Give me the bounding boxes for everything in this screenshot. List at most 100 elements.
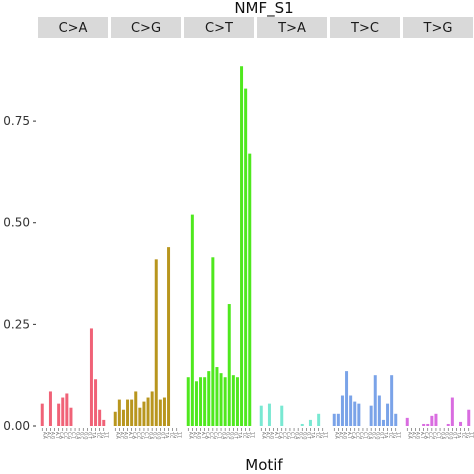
bar	[223, 377, 227, 426]
x-tick-label: A.C	[266, 432, 271, 439]
x-tick-label: C.T	[71, 432, 76, 439]
x-tick-label: G.C	[444, 432, 449, 439]
x-tick-label: A.A	[261, 432, 266, 439]
x-tick-label: C.G	[286, 432, 291, 439]
bar	[336, 413, 340, 426]
bar	[134, 391, 138, 426]
facet-strip-label: T>A	[277, 21, 306, 36]
x-tick-label: A.C	[120, 432, 125, 439]
x-tick-label: C.T	[290, 432, 295, 439]
x-tick-label: A.T	[55, 432, 60, 439]
bar	[381, 419, 385, 426]
x-tick-label: A.A	[115, 432, 120, 439]
x-tick-label: G.G	[448, 432, 453, 439]
bar	[146, 397, 150, 426]
bar	[450, 397, 454, 426]
x-tick-label: T.C	[388, 431, 393, 438]
bar	[231, 375, 235, 426]
y-tick-label: 0.00	[3, 419, 30, 433]
bar	[390, 375, 394, 426]
bar	[405, 417, 409, 426]
bar	[240, 66, 244, 426]
bars	[40, 66, 471, 426]
x-tick-label: G.C	[152, 432, 157, 439]
facet-strip	[403, 17, 473, 38]
bar	[215, 367, 219, 426]
x-tick-label: C.C	[355, 432, 360, 439]
facet-strip	[111, 17, 181, 38]
x-tick-label: T.C	[242, 431, 247, 438]
x-tick-label: G.C	[79, 432, 84, 439]
y-tick-label: 0.75	[3, 114, 30, 128]
bar	[121, 409, 125, 426]
x-tick-label: C.G	[67, 432, 72, 439]
x-tick-label: C.C	[428, 432, 433, 439]
x-tick-label: G.G	[375, 432, 380, 439]
x-tick-label: C.T	[363, 432, 368, 439]
x-tick-label: A.C	[47, 432, 52, 439]
x-tick-label: A.A	[42, 432, 47, 439]
x-tick-label: G.T	[234, 432, 239, 439]
x-tick-label: C.G	[359, 432, 364, 439]
bar	[57, 403, 61, 426]
x-tick-label: A.T	[201, 432, 206, 439]
x-tick-label: T.G	[173, 431, 178, 438]
bar	[207, 371, 211, 426]
x-tick-label: A.G	[270, 432, 275, 439]
x-tick-label: G.T	[161, 432, 166, 439]
bar	[300, 423, 304, 426]
x-tick-label: G.G	[83, 432, 88, 439]
bar	[459, 421, 463, 426]
x-tick-label: T.A	[311, 431, 316, 438]
bar	[353, 401, 357, 426]
x-tick-label: G.A	[440, 432, 445, 439]
x-tick-label: T.T	[396, 431, 401, 438]
x-tick-label: G.C	[225, 432, 230, 439]
x-tick-label: C.G	[432, 432, 437, 439]
x-tick-label: A.T	[274, 432, 279, 439]
bar	[430, 415, 434, 426]
bar	[394, 413, 398, 426]
x-tick-label: C.G	[213, 432, 218, 439]
facet-strip-label: C>A	[59, 21, 88, 36]
x-tick-label: G.T	[88, 432, 93, 439]
bar	[259, 405, 263, 426]
bar	[248, 153, 252, 426]
facet-strip	[330, 17, 400, 38]
x-tick-label: C.G	[140, 432, 145, 439]
bar	[345, 371, 349, 426]
x-tick-label: A.T	[347, 432, 352, 439]
bar	[94, 379, 98, 426]
bar	[126, 399, 130, 426]
bar	[150, 391, 154, 426]
x-tick-label: T.A	[238, 431, 243, 438]
x-tick-label: A.G	[416, 432, 421, 439]
x-tick-label: T.A	[165, 431, 170, 438]
bar	[194, 381, 198, 426]
bar	[211, 257, 215, 426]
y-tick-label: 0.25	[3, 317, 30, 331]
bar	[446, 423, 450, 426]
x-tick-label: C.T	[144, 432, 149, 439]
bar	[332, 413, 336, 426]
x-tick-label: C.A	[132, 432, 137, 439]
facet-strip	[184, 17, 254, 38]
x-tick-label: T.C	[96, 431, 101, 438]
bar	[386, 403, 390, 426]
bar	[102, 419, 106, 426]
x-tick-label: T.T	[323, 431, 328, 438]
x-tick-label: T.C	[315, 431, 320, 438]
x-tick-label: G.T	[380, 432, 385, 439]
bar	[280, 405, 284, 426]
facet-strips: C>A C>G C>T T>A T>C T>G	[38, 17, 473, 38]
x-tick-label: G.G	[302, 432, 307, 439]
x-tick-label: C.C	[209, 432, 214, 439]
x-tick-label: T.T	[250, 431, 255, 438]
bar	[138, 407, 142, 426]
x-tick-label: A.C	[193, 432, 198, 439]
x-tick-label: A.C	[339, 432, 344, 439]
bar	[69, 407, 73, 426]
x-tick-label: G.A	[75, 432, 80, 439]
chart-title: NMF_S1	[234, 0, 293, 18]
